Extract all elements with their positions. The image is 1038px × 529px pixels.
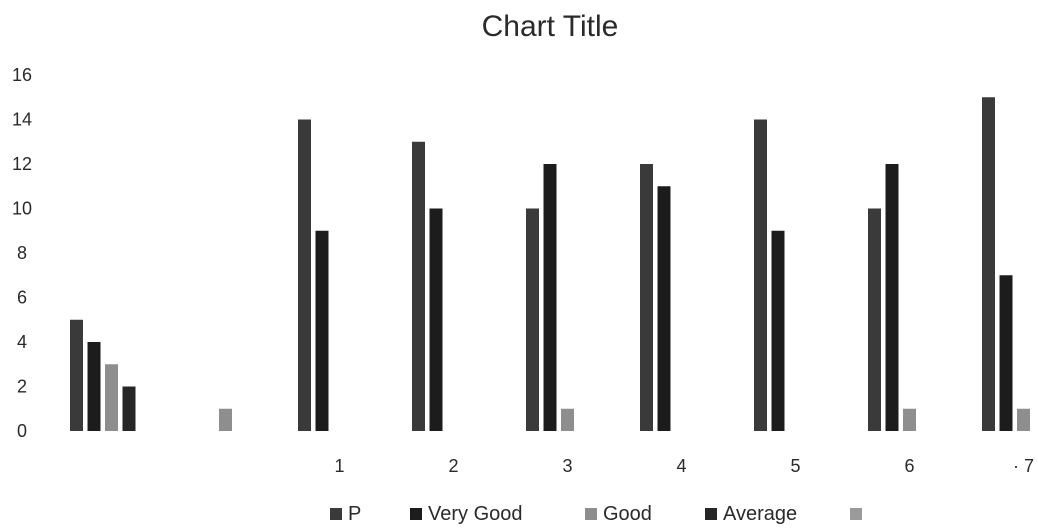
bar — [87, 342, 101, 431]
bar — [657, 186, 671, 431]
legend-label: Good — [603, 503, 652, 525]
x-tick-label: 5 — [790, 456, 800, 476]
bar — [298, 119, 311, 431]
y-tick-label: 12 — [12, 154, 32, 174]
bar — [868, 208, 881, 431]
y-tick-label: 2 — [17, 377, 27, 397]
x-tick-label: 1 — [334, 456, 344, 476]
bar — [70, 319, 83, 431]
y-tick-label: 16 — [12, 65, 32, 85]
legend-swatch — [850, 508, 862, 520]
bar — [122, 386, 136, 431]
x-tick-label: 4 — [676, 456, 686, 476]
legend-swatch — [330, 508, 342, 520]
y-tick-label: 14 — [12, 110, 32, 130]
bar — [771, 230, 785, 431]
y-tick-label: 6 — [17, 288, 27, 308]
bar — [543, 164, 557, 431]
bar — [885, 164, 899, 431]
chart-title: Chart Title — [482, 10, 619, 43]
legend-label: P — [348, 503, 361, 525]
bar — [219, 408, 232, 431]
x-tick-label: 2 — [448, 456, 458, 476]
bar — [105, 364, 118, 431]
y-tick-label: 10 — [12, 199, 32, 219]
x-axis: 1 2 3 4 5 6 · 7 — [334, 456, 1034, 476]
y-tick-label: 8 — [17, 243, 27, 263]
legend-swatch — [705, 508, 717, 520]
x-tick-label: 6 — [904, 456, 914, 476]
y-tick-label: 4 — [17, 332, 27, 352]
bar — [1017, 408, 1030, 431]
y-axis: 0 2 4 6 8 10 12 14 16 — [12, 65, 32, 441]
bar — [526, 208, 539, 431]
bar — [412, 141, 425, 431]
bar — [315, 230, 329, 431]
bar — [561, 408, 574, 431]
bar — [754, 119, 767, 431]
x-tick-label: 3 — [562, 456, 572, 476]
legend-label: Very Good — [428, 503, 523, 525]
plot-area — [70, 97, 1030, 431]
bar — [903, 408, 916, 431]
bar — [982, 97, 995, 431]
bar — [999, 275, 1013, 431]
x-tick-label: · 7 — [1013, 456, 1034, 476]
legend-swatch — [585, 508, 597, 520]
bar — [640, 164, 653, 431]
legend: P Very Good Good Average — [330, 503, 862, 525]
y-tick-label: 0 — [17, 421, 27, 441]
bar — [429, 208, 443, 431]
legend-swatch — [410, 508, 422, 520]
legend-label: Average — [723, 503, 797, 525]
